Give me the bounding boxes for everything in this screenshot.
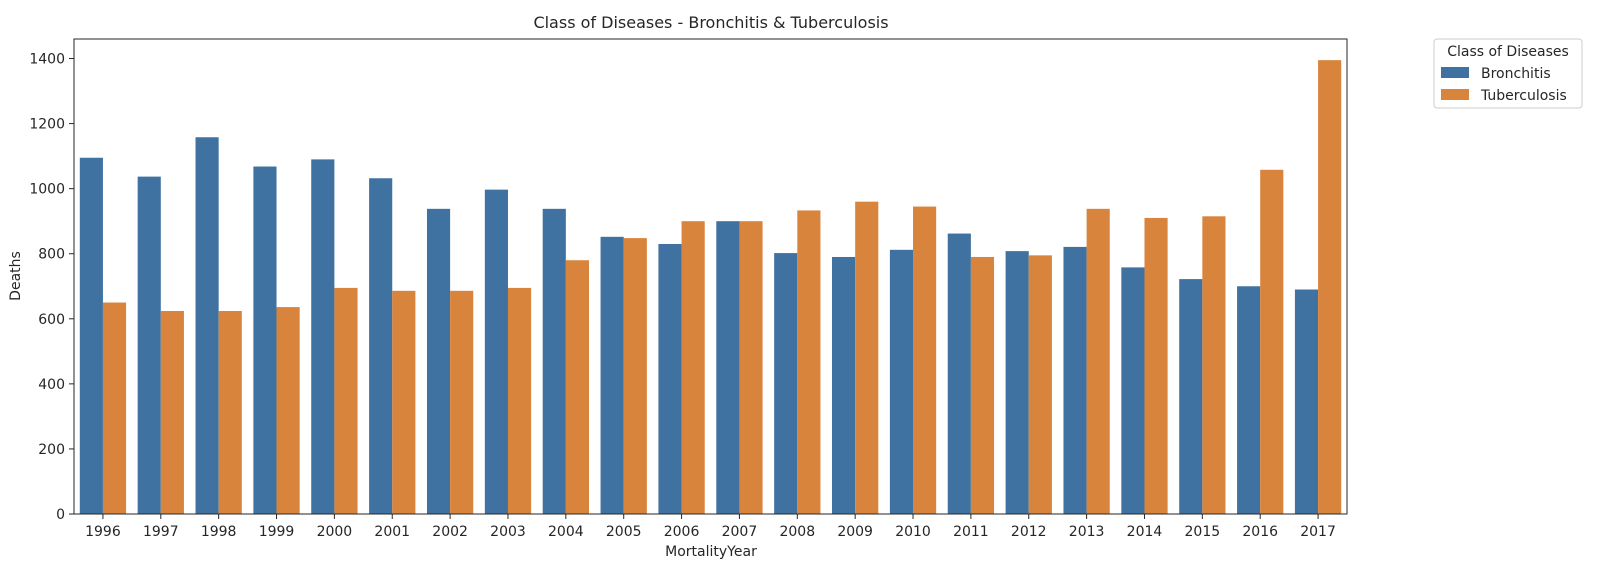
bar-tuberculosis-2006 xyxy=(681,221,705,514)
x-tick-label: 2006 xyxy=(664,524,700,540)
y-tick-label: 1200 xyxy=(29,117,65,133)
bar-tuberculosis-2014 xyxy=(1144,217,1168,514)
y-tick-label: 200 xyxy=(38,442,65,458)
plot-frame xyxy=(73,38,1348,515)
bars-group xyxy=(79,60,1342,515)
x-axis: 1996 1997 1998 1999 2000 2001 2002 2003 2004 2005… xyxy=(85,514,1336,540)
x-tick-label: 1997 xyxy=(143,524,179,540)
bar-bronchitis-2000 xyxy=(311,159,335,514)
bar-tuberculosis-2005 xyxy=(623,238,647,515)
x-tick-label: 2014 xyxy=(1127,524,1163,540)
bar-tuberculosis-1996 xyxy=(102,302,127,514)
y-axis-title: Deaths xyxy=(8,251,24,301)
y-tick-label: 800 xyxy=(38,247,65,263)
x-tick-label: 2012 xyxy=(1011,524,1047,540)
x-tick-label: 2017 xyxy=(1300,524,1336,540)
bar-bronchitis-2001 xyxy=(369,178,393,514)
x-tick-label: 2007 xyxy=(722,524,758,540)
bar-tuberculosis-1998 xyxy=(218,310,242,514)
x-tick-label: 2008 xyxy=(779,524,815,540)
bar-bronchitis-2013 xyxy=(1063,246,1087,514)
bar-tuberculosis-2009 xyxy=(855,201,879,515)
x-tick-label: 2003 xyxy=(490,524,526,540)
bar-bronchitis-1999 xyxy=(253,166,277,514)
y-tick-label: 600 xyxy=(38,312,65,328)
legend-title: Class of Diseases xyxy=(1447,44,1569,60)
y-tick-label: 0 xyxy=(56,507,65,523)
bar-tuberculosis-2008 xyxy=(797,210,821,514)
bar-bronchitis-2004 xyxy=(542,208,566,514)
bar-tuberculosis-2015 xyxy=(1202,216,1226,514)
x-tick-label: 2004 xyxy=(548,524,584,540)
y-tick-label: 1000 xyxy=(29,182,65,198)
bar-tuberculosis-2004 xyxy=(565,260,589,514)
bar-tuberculosis-2016 xyxy=(1260,169,1284,515)
bar-tuberculosis-1999 xyxy=(276,307,300,514)
bar-tuberculosis-2017 xyxy=(1318,60,1342,515)
bar-tuberculosis-2010 xyxy=(913,206,937,515)
bar-tuberculosis-1997 xyxy=(160,310,184,514)
bar-tuberculosis-2000 xyxy=(334,287,358,514)
bar-bronchitis-2016 xyxy=(1237,286,1261,514)
x-tick-label: 2016 xyxy=(1242,524,1278,540)
x-tick-label: 2011 xyxy=(953,524,989,540)
y-axis: 0 200 400 600 800 1000 1200 1400 xyxy=(29,52,74,523)
bar-tuberculosis-2013 xyxy=(1086,208,1110,514)
bar-bronchitis-2009 xyxy=(832,256,856,514)
bar-tuberculosis-2001 xyxy=(392,290,416,514)
bar-tuberculosis-2012 xyxy=(1028,255,1052,514)
x-axis-title: MortalityYear xyxy=(665,544,757,560)
x-tick-label: 1998 xyxy=(201,524,237,540)
bar-bronchitis-1996 xyxy=(79,157,103,514)
bar-bronchitis-1997 xyxy=(137,176,161,514)
x-tick-label: 2010 xyxy=(895,524,931,540)
bar-tuberculosis-2003 xyxy=(507,287,532,514)
legend-swatch-tuberculosis xyxy=(1441,89,1469,100)
x-tick-label: 2000 xyxy=(317,524,353,540)
bar-bronchitis-2003 xyxy=(484,189,508,514)
bar-bronchitis-2008 xyxy=(774,253,798,514)
chart-title: Class of Diseases - Bronchitis & Tubercu… xyxy=(533,13,888,32)
bar-tuberculosis-2002 xyxy=(450,290,474,514)
legend-label-bronchitis: Bronchitis xyxy=(1481,66,1551,82)
bar-bronchitis-2007 xyxy=(716,221,740,514)
bar-bronchitis-2011 xyxy=(947,233,971,515)
bar-bronchitis-2017 xyxy=(1294,289,1319,514)
x-tick-label: 1999 xyxy=(259,524,295,540)
bar-tuberculosis-2011 xyxy=(970,256,995,514)
bar-bronchitis-2015 xyxy=(1179,279,1203,514)
x-tick-label: 2002 xyxy=(432,524,468,540)
bar-bronchitis-2002 xyxy=(426,208,451,514)
bar-bronchitis-1998 xyxy=(195,137,219,514)
bar-tuberculosis-2007 xyxy=(739,221,763,514)
y-tick-label: 1400 xyxy=(29,52,65,68)
bar-bronchitis-2012 xyxy=(1005,251,1029,514)
legend-label-tuberculosis: Tuberculosis xyxy=(1480,88,1567,104)
bar-bronchitis-2010 xyxy=(889,249,914,514)
x-tick-label: 2009 xyxy=(837,524,873,540)
x-tick-label: 2005 xyxy=(606,524,642,540)
x-tick-label: 2013 xyxy=(1069,524,1105,540)
y-tick-label: 400 xyxy=(38,377,65,393)
legend-swatch-bronchitis xyxy=(1441,67,1469,78)
x-tick-label: 1996 xyxy=(85,524,121,540)
x-tick-label: 2015 xyxy=(1185,524,1221,540)
bar-bronchitis-2014 xyxy=(1121,267,1145,514)
bar-bronchitis-2005 xyxy=(600,236,624,514)
x-tick-label: 2001 xyxy=(374,524,410,540)
legend: Class of Diseases Bronchitis Tuberculosi… xyxy=(1433,38,1583,109)
bar-bronchitis-2006 xyxy=(658,243,682,514)
legend-frame xyxy=(1433,38,1583,109)
